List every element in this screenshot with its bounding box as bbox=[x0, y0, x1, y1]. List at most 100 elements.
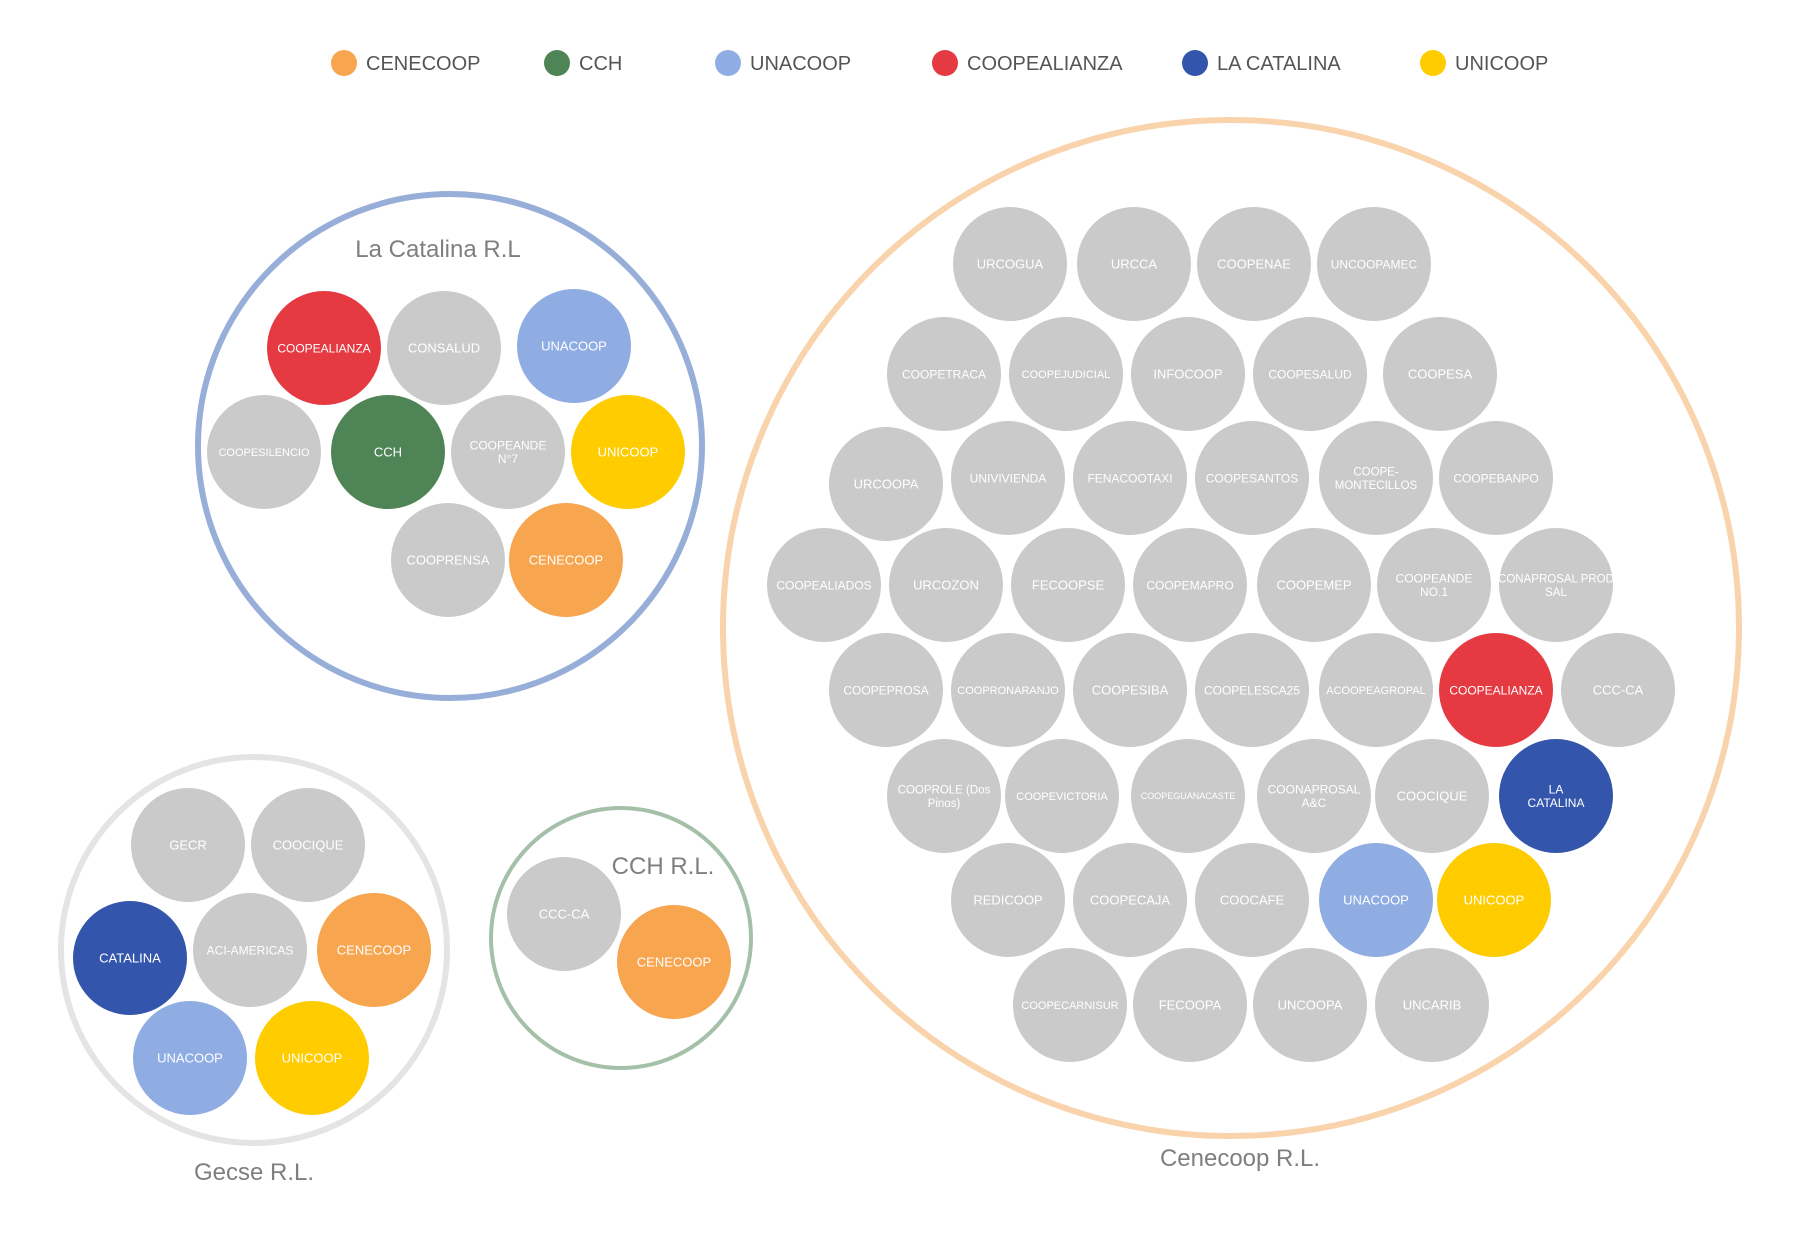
member-bubble bbox=[951, 421, 1065, 535]
member-urcca: URCCA bbox=[1077, 207, 1191, 321]
member-bubble bbox=[1499, 528, 1613, 642]
member-label: ACI-AMERICAS bbox=[207, 943, 294, 957]
member-bubble bbox=[251, 788, 365, 902]
member-label: UNACOOP bbox=[157, 1051, 223, 1066]
member-cenecoop: CENECOOP bbox=[317, 893, 431, 1007]
member-cenecoop: CENECOOP bbox=[617, 905, 731, 1019]
member-label: COOPRONARANJO bbox=[957, 685, 1059, 697]
group-cenecoop-r-l: Cenecoop R.L. URCOGUA URCCA COOPENAE UNCOOPA… bbox=[720, 117, 1742, 1172]
legend-label: COOPEALIANZA bbox=[967, 53, 1123, 75]
member-bubble bbox=[1561, 633, 1675, 747]
member-bubble bbox=[1073, 843, 1187, 957]
member-bubble bbox=[1499, 739, 1613, 853]
member-bubble bbox=[1253, 948, 1367, 1062]
member-label: COOPEGUANACASTE bbox=[1141, 791, 1236, 801]
member-bubble bbox=[1195, 843, 1309, 957]
member-label: CATALINA bbox=[99, 951, 161, 966]
member-cenecoop: CENECOOP bbox=[509, 503, 623, 617]
member-bubble bbox=[767, 528, 881, 642]
member-fecoopse: FECOOPSE bbox=[1011, 528, 1125, 642]
member-la-catalina: LA CATALINA bbox=[1499, 739, 1613, 853]
group-ring bbox=[720, 117, 1742, 1139]
member-bubble bbox=[1253, 317, 1367, 431]
member-label: COOPEBANPO bbox=[1453, 471, 1538, 485]
member-label: CCC-CA bbox=[1593, 683, 1644, 698]
member-bubble bbox=[73, 901, 187, 1015]
member-label: COOPEALIADOS bbox=[776, 578, 871, 592]
legend-item-unacoop: UNACOOP bbox=[715, 50, 851, 76]
member-coopemapro: COOPEMAPRO bbox=[1133, 528, 1247, 642]
legend-label: CENECOOP bbox=[366, 53, 480, 75]
group-la-catalina-r-l: La Catalina R.L COOPEALIANZA CONSALUD UNACO… bbox=[195, 191, 705, 701]
member-label: COOPEPROSA bbox=[843, 683, 928, 697]
member-bubble bbox=[1011, 528, 1125, 642]
member-bubble bbox=[1319, 843, 1433, 957]
member-label: CCC-CA bbox=[539, 907, 590, 922]
legend-label: LA CATALINA bbox=[1217, 53, 1341, 75]
member-bubble bbox=[1377, 528, 1491, 642]
member-label: CONSALUD bbox=[408, 341, 480, 356]
member-coopebanpo: COOPEBANPO bbox=[1439, 421, 1553, 535]
member-label: COOPRENSA bbox=[406, 553, 489, 568]
member-bubble bbox=[387, 291, 501, 405]
member-redicoop: REDICOOP bbox=[951, 843, 1065, 957]
legend: CENECOOP CCH UNACOOP COOPEALIANZA LA CATALIN… bbox=[331, 50, 1548, 76]
member-cooprole-dos-pinos: COOPROLE (Dos Pinos) bbox=[887, 739, 1001, 853]
member-bubble bbox=[1195, 633, 1309, 747]
member-coope-montecillos: COOPE-MONTECILLOS bbox=[1319, 421, 1433, 535]
member-bubble bbox=[451, 395, 565, 509]
member-bubble bbox=[1375, 948, 1489, 1062]
member-coopetraca: COOPETRACA bbox=[887, 317, 1001, 431]
group-title: Cenecoop R.L. bbox=[1160, 1145, 1320, 1172]
member-bubble bbox=[1437, 843, 1551, 957]
member-label: CONAPROSAL PROD SAL bbox=[1498, 574, 1614, 599]
member-label: FECOOPSE bbox=[1032, 578, 1105, 593]
member-label: COONAPROSAL A&C bbox=[1268, 782, 1361, 810]
member-infocoop: INFOCOOP bbox=[1131, 317, 1245, 431]
legend-swatch bbox=[715, 50, 741, 76]
member-coopenae: COOPENAE bbox=[1197, 207, 1311, 321]
member-bubble bbox=[1073, 633, 1187, 747]
legend-item-cch: CCH bbox=[544, 50, 622, 76]
member-label: COOPETRACA bbox=[902, 367, 986, 381]
member-bubble bbox=[1133, 948, 1247, 1062]
member-uncoopa: UNCOOPA bbox=[1253, 948, 1367, 1062]
member-urcogua: URCOGUA bbox=[953, 207, 1067, 321]
member-bubble bbox=[131, 788, 245, 902]
member-bubble bbox=[1319, 421, 1433, 535]
member-label: UNICOOP bbox=[282, 1051, 343, 1066]
legend-item-coopealianza: COOPEALIANZA bbox=[932, 50, 1123, 76]
member-label: URCOGUA bbox=[977, 257, 1044, 272]
member-bubble bbox=[951, 843, 1065, 957]
member-label: UNACOOP bbox=[1343, 893, 1409, 908]
member-bubble bbox=[1319, 633, 1433, 747]
member-gecr: GECR bbox=[131, 788, 245, 902]
member-fecoopa: FECOOPA bbox=[1133, 948, 1247, 1062]
member-coopeprosa: COOPEPROSA bbox=[829, 633, 943, 747]
member-ccc-ca: CCC-CA bbox=[507, 857, 621, 971]
member-coopesiba: COOPESIBA bbox=[1073, 633, 1187, 747]
member-label: UNICOOP bbox=[598, 445, 659, 460]
member-coopejudicial: COOPEJUDICIAL bbox=[1009, 317, 1123, 431]
groups: La Catalina R.L COOPEALIANZA CONSALUD UNACO… bbox=[58, 117, 1742, 1186]
member-bubble bbox=[133, 1001, 247, 1115]
member-bubble bbox=[889, 528, 1003, 642]
member-bubble bbox=[887, 317, 1001, 431]
member-label: CENECOOP bbox=[529, 553, 603, 568]
member-label: CENECOOP bbox=[337, 943, 411, 958]
member-bubble bbox=[509, 503, 623, 617]
member-coopealianza: COOPEALIANZA bbox=[1439, 633, 1553, 747]
member-unacoop: UNACOOP bbox=[133, 1001, 247, 1115]
member-bubble bbox=[1073, 421, 1187, 535]
member-unicoop: UNICOOP bbox=[571, 395, 685, 509]
member-label: COOPESALUD bbox=[1268, 367, 1352, 381]
member-coopronaranjo: COOPRONARANJO bbox=[951, 633, 1065, 747]
member-unacoop: UNACOOP bbox=[517, 289, 631, 403]
member-bubble bbox=[571, 395, 685, 509]
group-title: CCH R.L. bbox=[612, 853, 715, 880]
member-label: UNCOOPA bbox=[1278, 998, 1343, 1013]
member-label: UNCARIB bbox=[1403, 998, 1462, 1013]
member-label: COOPEVICTORIA bbox=[1016, 791, 1108, 803]
member-bubble bbox=[1383, 317, 1497, 431]
